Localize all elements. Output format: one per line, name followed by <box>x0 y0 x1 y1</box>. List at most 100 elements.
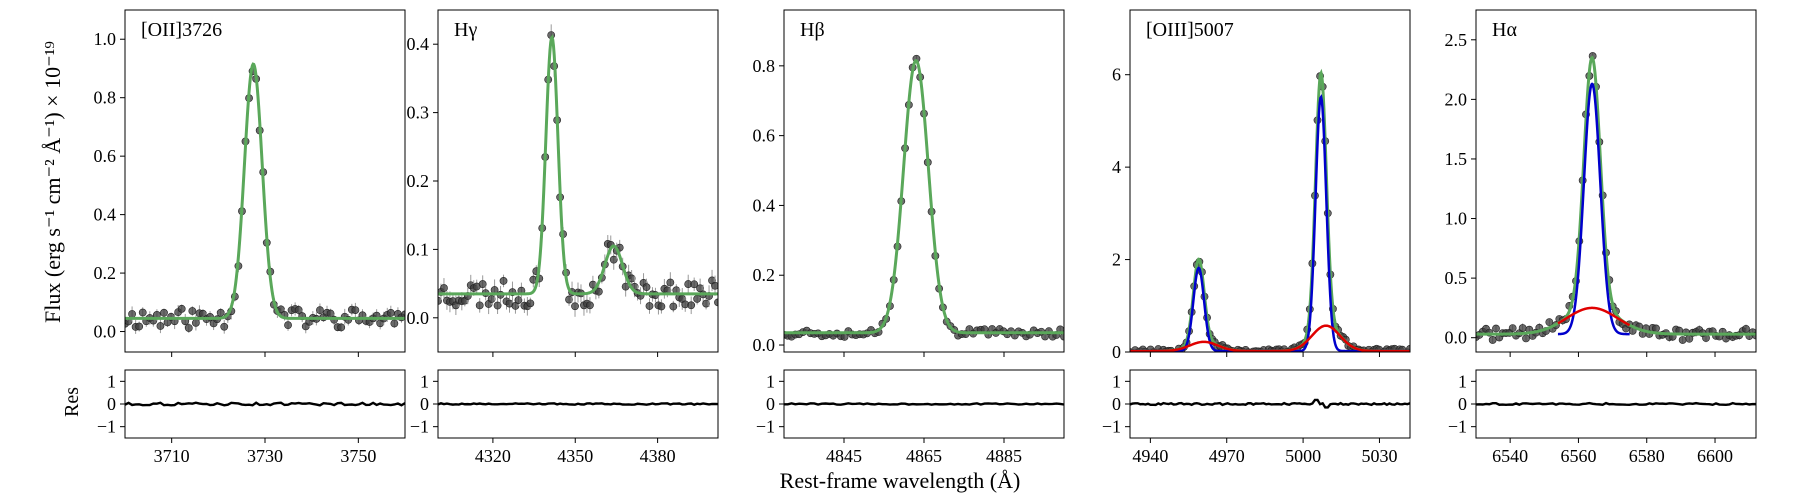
x-tick-label: 6600 <box>1697 446 1733 466</box>
y-tick-label: 0.5 <box>1445 268 1468 288</box>
y-tick-label: 0.2 <box>407 171 430 191</box>
residual-y-tick-label: 0 <box>1112 394 1121 414</box>
plot-area <box>1476 52 1756 344</box>
data-point <box>351 306 360 315</box>
x-tick-label: 5000 <box>1285 446 1321 466</box>
total-fit-line <box>125 62 405 320</box>
panel-4: 0.0 0.5 1.0 1.5 2.0 2.5 Hα 1 0 −1 6540 6560 6580 6600 <box>1445 9 1757 466</box>
data-point <box>191 318 200 327</box>
data-point <box>657 302 666 311</box>
data-point <box>711 281 718 290</box>
main-frame <box>1475 9 1757 353</box>
residual-y-tick-label: −1 <box>97 417 116 437</box>
data-point <box>160 308 168 317</box>
y-tick-label: 0.8 <box>94 88 117 108</box>
data-point <box>478 280 487 288</box>
residual-y-tick-label: 0 <box>107 394 116 414</box>
data-point <box>316 306 324 315</box>
data-point <box>1742 324 1750 333</box>
residual-y-tick-label: 1 <box>420 371 429 391</box>
x-tick-label: 4970 <box>1209 446 1245 466</box>
data-point <box>184 324 193 332</box>
data-point <box>294 306 303 314</box>
x-tick-label: 3750 <box>340 446 376 466</box>
y-tick-label: 0.0 <box>407 308 430 328</box>
data-point <box>666 278 675 287</box>
panel-1: 0.0 0.1 0.2 0.3 0.4 Hγ 1 0 −1 4320 4350 4380 <box>407 9 719 466</box>
data-point <box>138 308 147 317</box>
y-tick-label: 0.4 <box>94 205 117 225</box>
plot-area <box>1130 68 1410 352</box>
data-point <box>586 301 594 310</box>
residual-line <box>1129 398 1411 409</box>
residual-line <box>124 401 406 407</box>
data-point <box>1545 318 1554 327</box>
panel-title: Hβ <box>800 19 825 41</box>
residual-y-tick-label: 0 <box>766 394 775 414</box>
data-point <box>669 302 678 311</box>
plot-area <box>784 54 1064 341</box>
total-fit-line <box>784 59 1064 335</box>
panel-2: 0.0 0.2 0.4 0.6 0.8 Hβ 1 0 −1 4845 4865 4885 <box>753 9 1065 466</box>
y-tick-label: 0.2 <box>94 263 117 283</box>
residual-y-tick-label: −1 <box>756 417 775 437</box>
data-point <box>514 296 523 305</box>
y-tick-label: 0.6 <box>753 126 776 146</box>
residual-y-tick-label: 0 <box>420 394 429 414</box>
total-fit-line <box>1476 55 1756 336</box>
residual-axis-label: Res <box>61 387 83 417</box>
x-tick-label: 3730 <box>247 446 283 466</box>
y-tick-label: 2 <box>1112 250 1121 270</box>
main-frame <box>1129 9 1411 353</box>
main-frame <box>124 9 406 353</box>
data-point <box>337 323 346 332</box>
data-point <box>390 319 399 328</box>
data-point <box>1522 334 1530 343</box>
y-tick-label: 0.4 <box>753 195 776 215</box>
y-tick-label: 1.5 <box>1445 149 1468 169</box>
x-tick-label: 4885 <box>986 446 1022 466</box>
x-tick-label: 6560 <box>1560 446 1596 466</box>
x-tick-label: 4845 <box>826 446 862 466</box>
data-point <box>156 322 165 330</box>
residual-y-tick-label: 1 <box>766 371 775 391</box>
broad-component-line <box>1557 306 1631 327</box>
data-point <box>493 301 502 310</box>
y-tick-label: 4 <box>1112 157 1121 177</box>
x-tick-label: 4350 <box>557 446 593 466</box>
residual-y-tick-label: 1 <box>107 371 116 391</box>
data-point <box>1508 324 1517 333</box>
panel-title: Hγ <box>454 19 477 41</box>
residual-y-tick-label: −1 <box>1448 417 1467 437</box>
x-tick-label: 4320 <box>475 446 511 466</box>
data-point <box>188 307 197 315</box>
data-point <box>284 321 292 330</box>
y-tick-label: 0.0 <box>1445 328 1468 348</box>
residual-y-tick-label: −1 <box>1102 417 1121 437</box>
data-point <box>714 298 718 307</box>
data-point <box>1518 324 1527 332</box>
data-point <box>386 309 395 317</box>
data-point <box>1060 332 1064 341</box>
data-point <box>565 295 573 304</box>
data-point <box>1678 336 1687 344</box>
data-point <box>1492 324 1500 333</box>
y-tick-label: 0.0 <box>753 335 776 355</box>
residual-line <box>783 402 1065 406</box>
y-tick-label: 0.0 <box>94 322 117 342</box>
data-point <box>440 284 448 292</box>
y-tick-label: 0.4 <box>407 34 430 54</box>
data-point <box>642 283 651 292</box>
y-tick-label: 1.0 <box>94 29 117 49</box>
x-axis-label: Rest-frame wavelength (Å) <box>780 468 1021 493</box>
data-point <box>645 302 654 310</box>
data-point <box>1652 324 1660 333</box>
panel-title: Hα <box>1492 19 1517 41</box>
y-tick-label: 0.2 <box>753 265 776 285</box>
panel-3: 0 2 4 6 [OIII]5007 1 0 −1 4940 4970 5000 5030 <box>1102 9 1411 466</box>
total-fit-line <box>1130 68 1410 352</box>
plot-area <box>125 62 405 334</box>
plot-area <box>438 24 718 317</box>
panel-title: [OIII]5007 <box>1146 19 1234 41</box>
